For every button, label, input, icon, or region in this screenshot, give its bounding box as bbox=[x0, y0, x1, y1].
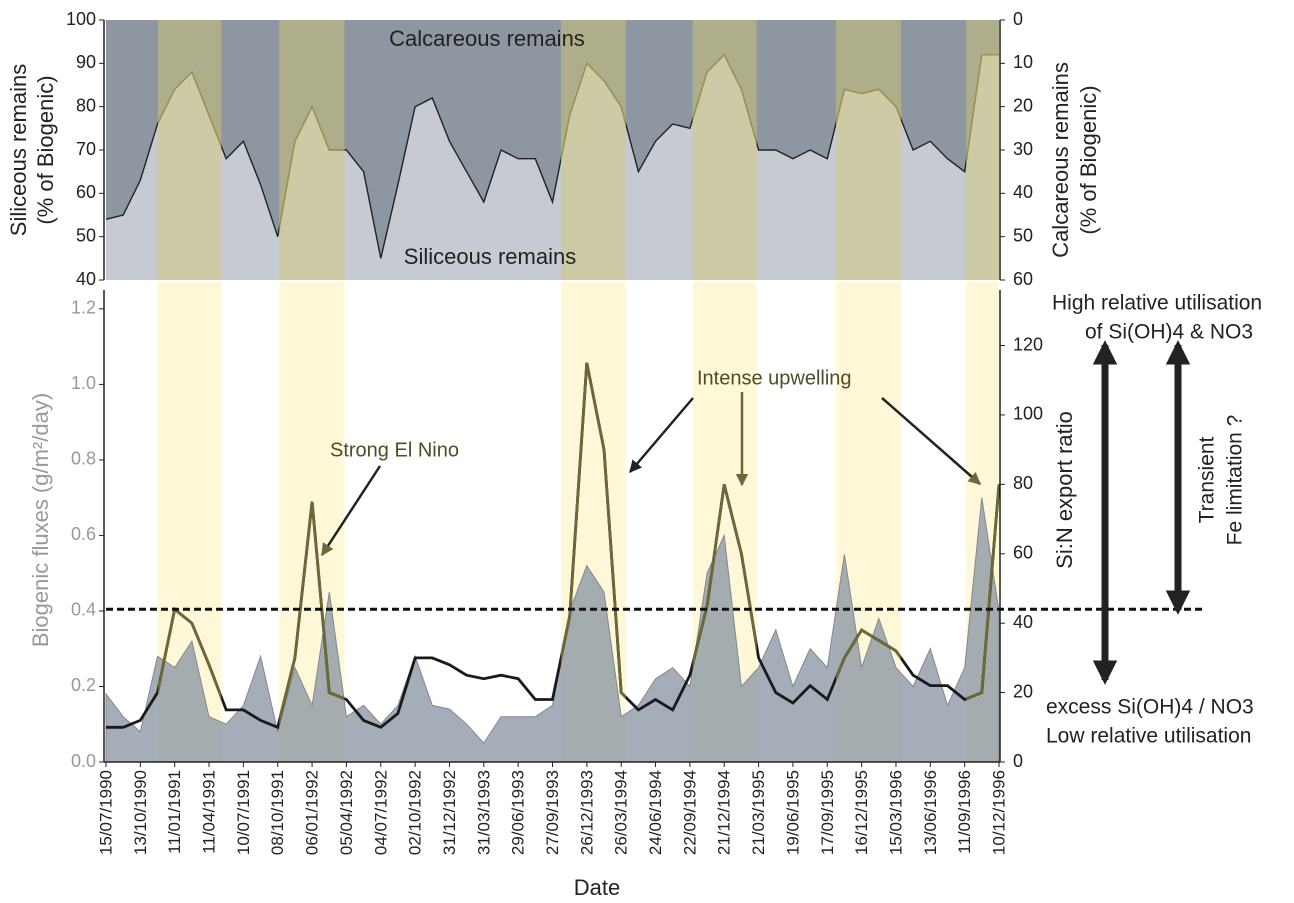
y2-tick-label: 0 bbox=[1013, 9, 1023, 29]
y2-tick-label: 40 bbox=[1013, 612, 1033, 632]
y2-tick-label: 80 bbox=[1013, 473, 1033, 493]
y-tick-label: 0.0 bbox=[71, 751, 96, 771]
x-tick-label: 19/06/1995 bbox=[783, 770, 802, 855]
y-tick-label: 0.6 bbox=[71, 524, 96, 544]
band bbox=[279, 20, 345, 280]
x-tick-label: 26/12/1993 bbox=[577, 770, 596, 855]
area bbox=[106, 54, 999, 281]
y2-tick-label: 20 bbox=[1013, 95, 1033, 115]
x-tick-label: 02/10/1992 bbox=[406, 770, 425, 855]
y2-tick-label: 0 bbox=[1013, 751, 1023, 771]
y-tick-label: 0.4 bbox=[71, 600, 96, 620]
x-tick-label: 29/06/1993 bbox=[509, 770, 528, 855]
band bbox=[157, 20, 222, 280]
y2-axis-label: (% of Biogenic) bbox=[1076, 85, 1101, 234]
y-axis-label: (% of Biogenic) bbox=[33, 75, 58, 224]
annotation: Strong El Nino bbox=[330, 439, 459, 461]
note: of Si(OH)4 & NO3 bbox=[1085, 321, 1253, 344]
x-tick-label: 11/01/1991 bbox=[165, 770, 184, 854]
y-tick-label: 60 bbox=[76, 182, 96, 202]
x-tick-label: 17/09/1995 bbox=[818, 770, 837, 855]
x-tick-label: 11/09/1996 bbox=[955, 770, 974, 854]
x-tick-label: 06/01/1992 bbox=[303, 770, 322, 855]
annotation: Intense upwelling bbox=[697, 367, 852, 389]
x-tick-label: 31/03/1993 bbox=[474, 770, 493, 855]
note: Transient bbox=[1196, 436, 1219, 523]
bottom-panel: 0.0 0.2 0.4 0.6 0.8 1.0 1.2 0 20 40 60 80 100 120 15/0… bbox=[71, 282, 1205, 855]
note: Low relative utilisation bbox=[1046, 725, 1251, 748]
x-tick-label: 16/12/1995 bbox=[852, 770, 871, 855]
x-tick-label: 26/03/1994 bbox=[612, 770, 631, 855]
y-axis-label: Siliceous remains bbox=[6, 64, 31, 236]
x-tick-label: 21/12/1994 bbox=[715, 770, 734, 855]
x-tick-label: 13/06/1996 bbox=[921, 770, 940, 855]
y-tick-label: 80 bbox=[76, 95, 96, 115]
y-tick-label: 40 bbox=[76, 269, 96, 289]
x-tick-label: 22/09/1994 bbox=[680, 770, 699, 855]
x-tick-label: 21/03/1995 bbox=[749, 770, 768, 855]
x-tick-label: 31/12/1992 bbox=[440, 770, 459, 855]
y2-tick-label: 100 bbox=[1013, 404, 1043, 424]
annotation-arrow bbox=[881, 397, 981, 485]
y-tick-label: 0.8 bbox=[71, 449, 96, 469]
y2-tick-label: 60 bbox=[1013, 543, 1033, 563]
y2-tick-label: 20 bbox=[1013, 681, 1033, 701]
x-tick-label: 11/04/1991 bbox=[200, 770, 219, 854]
y2-tick-label: 30 bbox=[1013, 139, 1033, 159]
x-tick-label: 05/04/1992 bbox=[337, 770, 356, 855]
annotation-arrow bbox=[629, 397, 694, 473]
y2-tick-label: 60 bbox=[1013, 269, 1033, 289]
y-axis-label: Biogenic fluxes (g/m²/day) bbox=[28, 393, 53, 647]
note: Fe limitation ? bbox=[1224, 415, 1247, 546]
band bbox=[966, 20, 999, 280]
x-tick-label: 13/10/1990 bbox=[131, 770, 150, 855]
x-tick-label: 27/09/1993 bbox=[543, 770, 562, 855]
band bbox=[692, 20, 757, 280]
y-tick-label: 100 bbox=[66, 9, 96, 29]
y2-tick-label: 10 bbox=[1013, 52, 1033, 72]
annotation: Siliceous remains bbox=[404, 244, 576, 269]
x-tick-label: 15/07/1990 bbox=[96, 770, 115, 855]
band bbox=[836, 20, 901, 280]
y2-tick-label: 40 bbox=[1013, 182, 1033, 202]
y-tick-label: 1.0 bbox=[71, 373, 96, 393]
note: excess Si(OH)4 / NO3 bbox=[1046, 696, 1254, 719]
y-tick-label: 0.2 bbox=[71, 675, 96, 695]
top-panel: 40 50 60 70 80 90 100 0 10 20 30 40 50 60 bbox=[66, 9, 1033, 289]
x-axis-label: Date bbox=[574, 875, 620, 900]
y-tick-label: 1.2 bbox=[71, 298, 96, 318]
y-tick-label: 90 bbox=[76, 52, 96, 72]
annotation-arrow bbox=[320, 465, 382, 557]
x-tick-label: 08/10/1991 bbox=[268, 770, 287, 855]
y-tick-label: 50 bbox=[76, 225, 96, 245]
annotation: Calcareous remains bbox=[389, 26, 585, 51]
x-tick-label: 24/06/1994 bbox=[646, 770, 665, 855]
y-tick-label: 70 bbox=[76, 139, 96, 159]
band bbox=[560, 20, 626, 280]
x-tick-label: 10/07/1991 bbox=[234, 770, 253, 855]
x-tick-label: 04/07/1992 bbox=[371, 770, 390, 855]
y2-tick-label: 120 bbox=[1013, 334, 1043, 354]
x-tick-label: 10/12/1996 bbox=[989, 770, 1008, 855]
x-tick-label: 15/03/1996 bbox=[886, 770, 905, 855]
y2-tick-label: 50 bbox=[1013, 225, 1033, 245]
y2-axis-label: Si:N export ratio bbox=[1052, 411, 1077, 569]
note: High relative utilisation bbox=[1052, 292, 1262, 315]
y2-axis-label: Calcareous remains bbox=[1048, 62, 1073, 258]
